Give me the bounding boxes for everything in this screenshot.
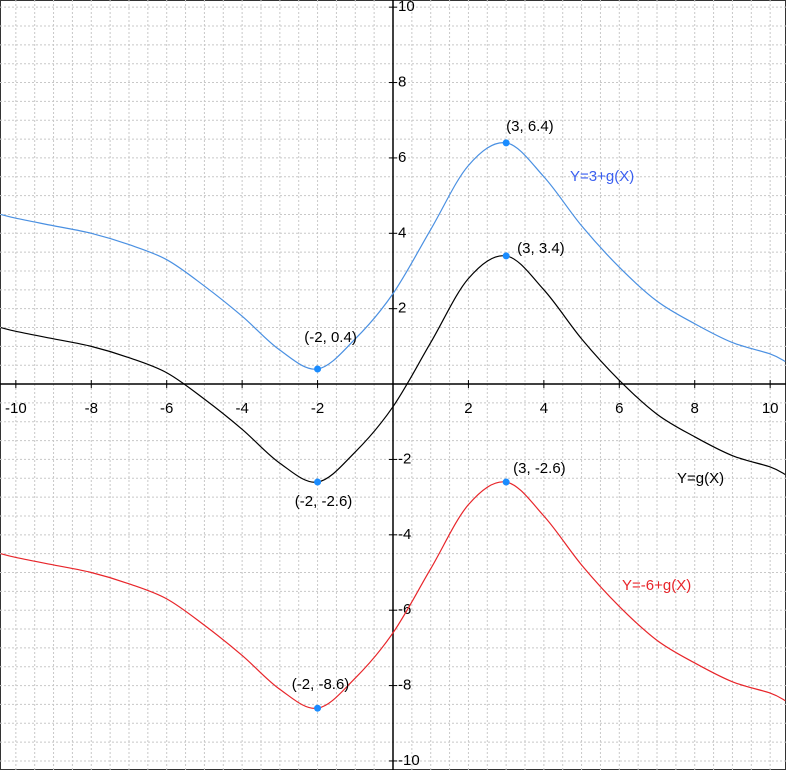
- x-tick-label: -10: [5, 400, 27, 417]
- point: [502, 252, 510, 260]
- series-line: [0, 481, 786, 709]
- y-tick-label: 6: [398, 149, 406, 166]
- x-tick-label: -8: [85, 400, 98, 417]
- x-tick-label: -6: [160, 400, 173, 417]
- series-label: Y=3+g(X): [570, 168, 634, 185]
- x-tick-label: 10: [762, 400, 779, 417]
- series-label: Y=g(X): [677, 470, 724, 487]
- series-line: [0, 142, 786, 370]
- y-tick-label: 2: [398, 300, 406, 317]
- point-label: (-2, -2.6): [295, 493, 353, 510]
- y-tick-label: 10: [398, 0, 415, 15]
- point-label: (-2, -8.6): [292, 676, 350, 693]
- y-tick-label: -4: [398, 526, 411, 543]
- point-label: (3, -2.6): [513, 460, 566, 477]
- x-tick-label: 2: [464, 400, 472, 417]
- point-label: (-2, 0.4): [304, 329, 357, 346]
- point: [314, 478, 322, 486]
- x-tick-label: 4: [540, 400, 548, 417]
- x-tick-label: 6: [615, 400, 623, 417]
- x-tick-label: 8: [691, 400, 699, 417]
- point: [314, 704, 322, 712]
- x-tick-label: -4: [235, 400, 248, 417]
- y-tick-label: 8: [398, 74, 406, 91]
- series-line: [0, 255, 786, 483]
- y-tick-label: -6: [398, 601, 411, 618]
- x-tick-label: -2: [311, 400, 324, 417]
- point-label: (3, 6.4): [506, 118, 554, 135]
- y-tick-label: -8: [398, 677, 411, 694]
- y-tick-label: -2: [398, 450, 411, 467]
- point-label: (3, 3.4): [517, 240, 565, 257]
- point: [502, 478, 510, 486]
- y-tick-label: 4: [398, 224, 406, 241]
- point: [314, 365, 322, 373]
- series-label: Y=-6+g(X): [622, 577, 691, 594]
- y-tick-label: -10: [398, 752, 420, 769]
- point: [502, 139, 510, 147]
